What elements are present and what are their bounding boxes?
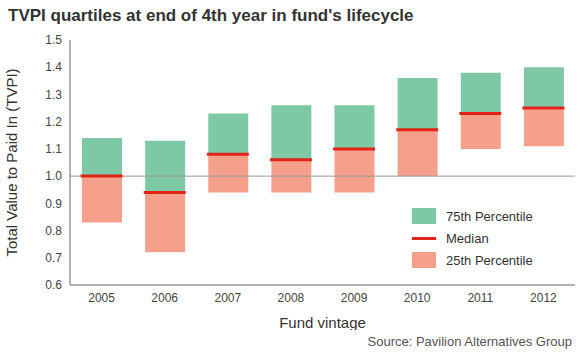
svg-text:2007: 2007 [214,291,241,305]
html-text:Median: Median [446,230,489,246]
html-text:TVPI quartiles at end of 4th y: TVPI quartiles at end of 4th year in fun… [8,6,414,25]
svg-text:0.9: 0.9 [45,197,62,211]
html-text:75th Percentile: 75th Percentile [446,208,533,224]
html-text:Source: Pavilion Alternatives: Source: Pavilion Alternatives Group [367,334,572,349]
svg-text:2010: 2010 [404,291,431,305]
svg-text:2009: 2009 [341,291,368,305]
svg-text:2006: 2006 [151,291,178,305]
svg-text:2011: 2011 [467,291,493,305]
svg-text:1.4: 1.4 [45,60,62,74]
svg-text:2008: 2008 [278,291,305,305]
svg-text:1.2: 1.2 [45,115,62,129]
svg-text:0.8: 0.8 [45,224,62,238]
svg-text:0.7: 0.7 [45,251,62,265]
svg-text:0.6: 0.6 [45,278,62,292]
svg-text:1.5: 1.5 [45,33,62,47]
svg-text:2012: 2012 [530,291,557,305]
svg-text:1.3: 1.3 [45,88,62,102]
html-text:25th Percentile: 25th Percentile [446,252,533,268]
svg-text:1.0: 1.0 [45,169,62,183]
svg-text:Total Value to Paid In (TVPI): Total Value to Paid In (TVPI) [8,68,20,256]
svg-text:2005: 2005 [88,291,115,305]
svg-text:1.1: 1.1 [45,142,62,156]
svg-text:Fund vintage: Fund vintage [279,314,366,330]
